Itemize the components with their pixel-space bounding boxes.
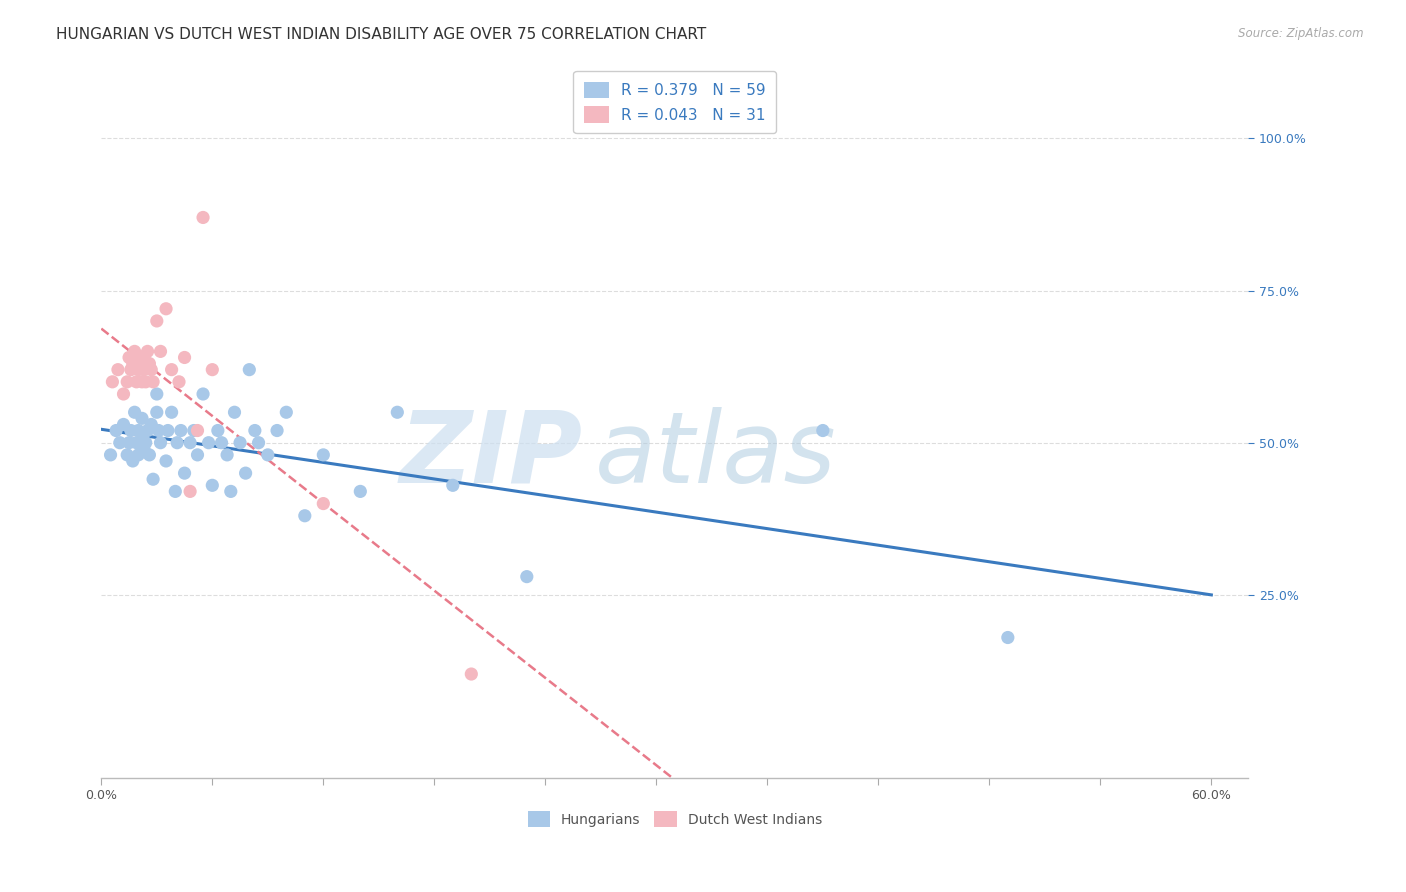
Point [124, 344, 146, 359]
Point [266, 424, 288, 438]
Point [156, 424, 179, 438]
Point [235, 466, 257, 480]
Point [155, 301, 177, 316]
Point [167, 375, 190, 389]
Point [516, 569, 538, 583]
Point [127, 362, 149, 376]
Point [120, 424, 142, 438]
Point [146, 314, 169, 328]
Point [112, 387, 135, 401]
Point [211, 435, 233, 450]
Point [142, 375, 165, 389]
Point [173, 466, 195, 480]
Point [256, 448, 278, 462]
Point [131, 411, 153, 425]
Point [129, 435, 152, 450]
Point [349, 484, 371, 499]
Point [127, 448, 149, 462]
Point [132, 442, 155, 456]
Point [129, 357, 152, 371]
Point [135, 435, 157, 450]
Point [160, 362, 183, 376]
Point [120, 362, 142, 376]
Text: Source: ZipAtlas.com: Source: ZipAtlas.com [1239, 27, 1364, 40]
Point [155, 454, 177, 468]
Point [201, 362, 224, 376]
Point [312, 448, 335, 462]
Point [131, 375, 153, 389]
Point [197, 435, 219, 450]
Point [131, 351, 153, 365]
Point [160, 405, 183, 419]
Point [238, 362, 260, 376]
Text: atlas: atlas [595, 407, 837, 504]
Point [186, 424, 208, 438]
Point [179, 484, 201, 499]
Point [191, 211, 214, 225]
Point [173, 351, 195, 365]
Point [149, 435, 172, 450]
Point [166, 435, 188, 450]
Point [108, 435, 131, 450]
Point [132, 362, 155, 376]
Point [460, 667, 482, 681]
Point [125, 435, 148, 450]
Point [219, 484, 242, 499]
Point [247, 435, 270, 450]
Point [387, 405, 409, 419]
Point [207, 424, 229, 438]
Point [170, 424, 193, 438]
Point [183, 424, 205, 438]
Point [201, 478, 224, 492]
Point [115, 375, 138, 389]
Point [127, 424, 149, 438]
Point [118, 351, 141, 365]
Point [811, 424, 834, 438]
Point [131, 429, 153, 443]
Point [217, 448, 239, 462]
Point [179, 435, 201, 450]
Point [165, 484, 187, 499]
Point [105, 424, 128, 438]
Point [135, 375, 157, 389]
Point [142, 472, 165, 486]
Point [124, 405, 146, 419]
Point [118, 435, 141, 450]
Point [312, 497, 335, 511]
Legend: Hungarians, Dutch West Indians: Hungarians, Dutch West Indians [520, 805, 830, 834]
Point [138, 448, 160, 462]
Point [149, 344, 172, 359]
Point [138, 357, 160, 371]
Point [136, 424, 159, 438]
Point [229, 435, 252, 450]
Point [997, 631, 1019, 645]
Point [101, 375, 124, 389]
Point [243, 424, 266, 438]
Point [146, 387, 169, 401]
Point [121, 454, 143, 468]
Point [115, 448, 138, 462]
Point [186, 448, 208, 462]
Point [141, 417, 163, 432]
Text: HUNGARIAN VS DUTCH WEST INDIAN DISABILITY AGE OVER 75 CORRELATION CHART: HUNGARIAN VS DUTCH WEST INDIAN DISABILIT… [56, 27, 706, 42]
Point [276, 405, 298, 419]
Point [294, 508, 316, 523]
Point [121, 357, 143, 371]
Point [148, 424, 170, 438]
Point [136, 344, 159, 359]
Point [146, 405, 169, 419]
Point [224, 405, 246, 419]
Point [191, 387, 214, 401]
Text: ZIP: ZIP [401, 407, 583, 504]
Point [141, 362, 163, 376]
Point [100, 448, 122, 462]
Point [107, 362, 129, 376]
Point [112, 417, 135, 432]
Point [441, 478, 464, 492]
Point [125, 375, 148, 389]
